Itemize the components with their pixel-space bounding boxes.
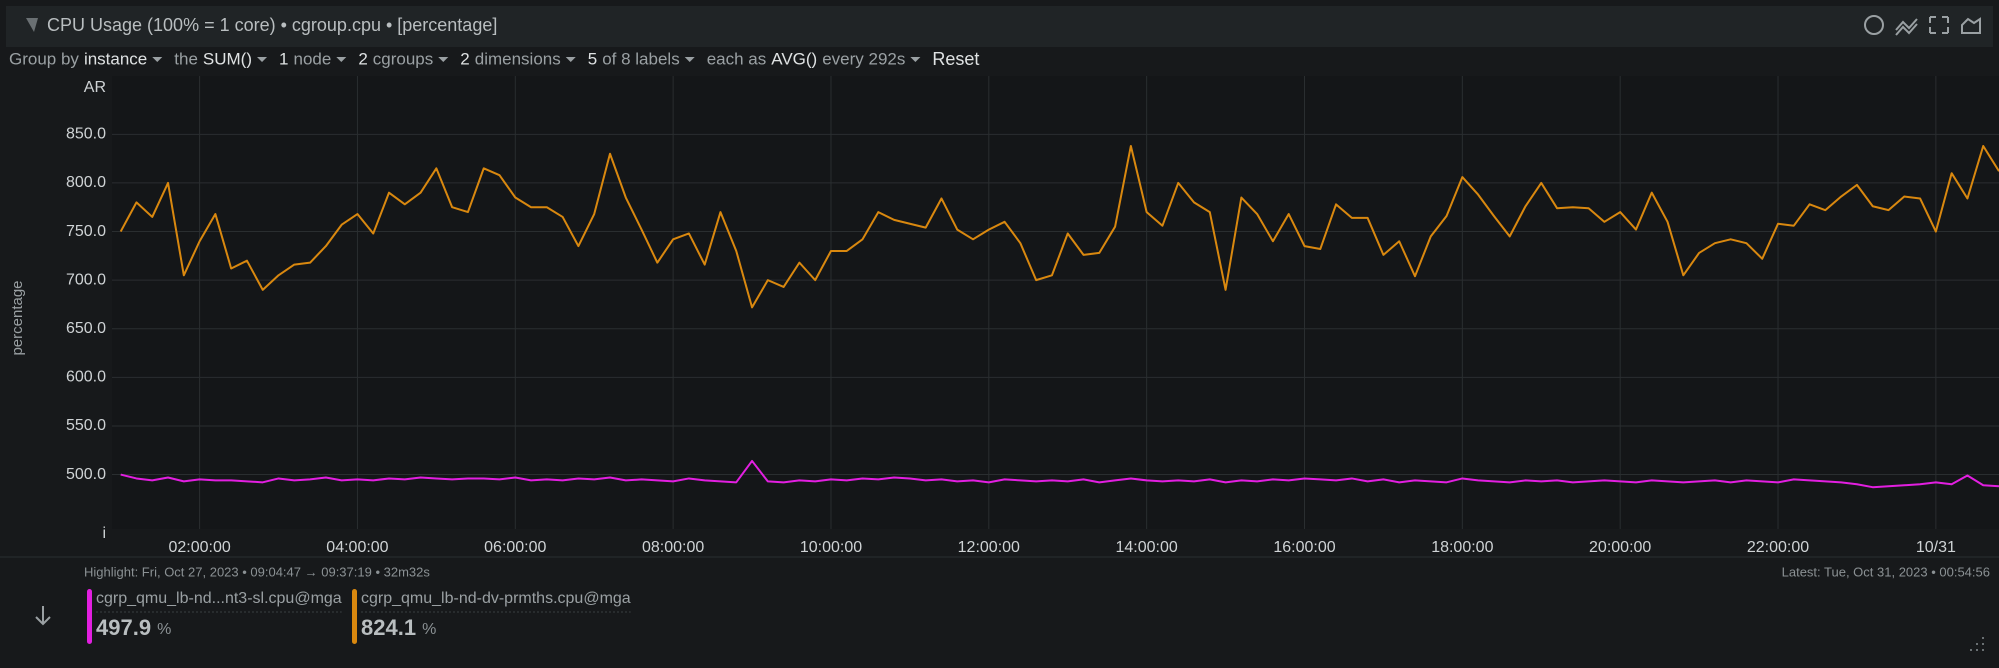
series-line (120, 459, 1999, 489)
latest-info: Latest: Tue, Oct 31, 2023 • 00:54:56 (1782, 564, 1990, 579)
legend-value: 497.9 (96, 615, 151, 640)
dropdown-caret (910, 57, 921, 62)
toolbar-item[interactable]: SUM() (203, 49, 252, 68)
title-icons (1864, 15, 1981, 36)
x-tick-label: 10/31 (1916, 539, 1956, 556)
x-tick-label: 18:00:00 (1431, 539, 1493, 556)
plot-area (112, 76, 1999, 529)
y-top-label: AR (84, 79, 106, 96)
x-tick-label: 12:00:00 (958, 539, 1020, 556)
y-tick-label: 850.0 (66, 126, 106, 143)
toolbar-item[interactable]: instance (84, 49, 147, 68)
dropdown-caret (257, 57, 268, 62)
x-tick-label: 06:00:00 (484, 539, 546, 556)
x-tick-label: 08:00:00 (642, 539, 704, 556)
alert-icon[interactable] (1961, 17, 1981, 34)
toolbar: Group by instance the SUM() 1 node 2 cgroups 2 di… (9, 49, 979, 69)
toolbar-item: 1 (279, 49, 288, 68)
toolbar-item[interactable]: dimensions (475, 49, 561, 68)
x-tick-label: 22:00:00 (1747, 539, 1809, 556)
toolbar-item: AVG() (771, 49, 817, 68)
y-tick-label: 700.0 (66, 271, 106, 288)
collapse-arrow[interactable] (35, 606, 51, 626)
x-tick-label: 20:00:00 (1589, 539, 1651, 556)
legend-swatch (87, 589, 92, 644)
series-line (119, 144, 1999, 309)
toolbar-item: the (174, 49, 198, 68)
toolbar-item[interactable]: node (293, 49, 331, 68)
lines (119, 144, 1999, 489)
chart-icon (26, 18, 38, 32)
x-tick-label: 16:00:00 (1273, 539, 1335, 556)
highlight-info: Highlight: Fri, Oct 27, 2023 • 09:04:47 … (84, 564, 430, 579)
x-tick-label: 04:00:00 (326, 539, 388, 556)
toolbar-item[interactable]: of 8 labels (602, 49, 680, 68)
toolbar-item: 2 (358, 49, 367, 68)
y-tick-label: 500.0 (66, 466, 106, 483)
resize-handle[interactable] (1970, 637, 1984, 651)
x-tick-label: 10:00:00 (800, 539, 862, 556)
y-tick-label: 550.0 (66, 417, 106, 434)
toolbar-item: Group by (9, 49, 79, 68)
x-tick-label: 02:00:00 (168, 539, 230, 556)
y-tick-label: 650.0 (66, 320, 106, 337)
toolbar-item: each as (707, 49, 767, 68)
legend-value: 824.1 (361, 615, 416, 640)
title-bar (6, 6, 1993, 47)
toolbar-item: 2 (460, 49, 469, 68)
y-tick-label: 600.0 (66, 369, 106, 386)
info-icon[interactable] (1864, 15, 1884, 35)
dropdown-caret (152, 57, 163, 62)
dropdown-caret (438, 57, 449, 62)
legend-name[interactable]: cgrp_qmu_lb-nd-dv-prmths.cpu@mga (361, 590, 631, 607)
reset-button[interactable]: Reset (932, 49, 979, 69)
y-axis-label: percentage (9, 280, 26, 355)
fullscreen-icon[interactable] (1929, 16, 1949, 34)
dropdown-caret (336, 57, 347, 62)
dropdown-caret (565, 57, 576, 62)
toolbar-item: 5 (588, 49, 597, 68)
chart-title: CPU Usage (100% = 1 core) • cgroup.cpu •… (47, 15, 497, 35)
dropdown-caret (684, 57, 695, 62)
y-bottom-label: i (102, 525, 106, 542)
legend: cgrp_qmu_lb-nd...nt3-sl.cpu@mga 497.9 % cgr… (87, 589, 631, 644)
toolbar-item[interactable]: every 292s (822, 49, 905, 68)
y-tick-label: 750.0 (66, 223, 106, 240)
legend-swatch (352, 589, 357, 644)
legend-unit: % (422, 621, 436, 638)
chart-type-icon[interactable] (1895, 18, 1918, 36)
y-tick-label: 800.0 (66, 174, 106, 191)
legend-unit: % (157, 621, 171, 638)
toolbar-item[interactable]: cgroups (373, 49, 433, 68)
grid: 500.0 550.0 600.0 650.0 700.0 750.0 800.0 850.0… (66, 76, 1999, 556)
legend-name[interactable]: cgrp_qmu_lb-nd...nt3-sl.cpu@mga (96, 590, 342, 607)
x-tick-label: 14:00:00 (1116, 539, 1178, 556)
